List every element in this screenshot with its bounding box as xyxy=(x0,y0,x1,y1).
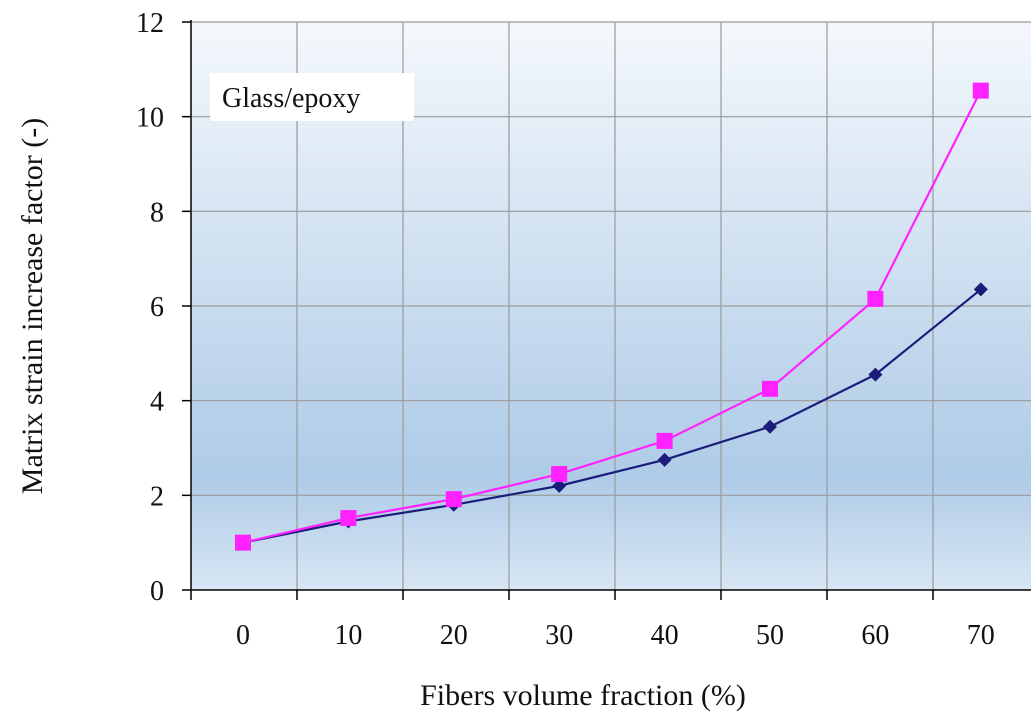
axes xyxy=(182,20,1031,600)
data-point-diamond xyxy=(973,282,988,297)
y-tick-label: 0 xyxy=(150,576,164,607)
data-point-diamond xyxy=(657,452,672,467)
annotation-label: Glass/epoxy xyxy=(222,83,360,114)
data-point-square xyxy=(445,491,462,508)
data-point-diamond xyxy=(763,419,777,434)
y-tick-label: 4 xyxy=(150,387,164,418)
x-tick-label: 60 xyxy=(861,620,889,651)
x-tick-label: 30 xyxy=(545,620,573,651)
annotation-background xyxy=(210,73,414,121)
series-line xyxy=(242,288,982,544)
x-tick-label: 0 xyxy=(236,620,250,651)
data-point-square xyxy=(656,432,673,449)
x-tick-label: 10 xyxy=(334,620,362,651)
x-tick-label: 70 xyxy=(967,620,995,651)
series-group xyxy=(235,82,989,551)
tick-labels: 0 2 4 6 8 10 12 0 10 20 30 40 50 60 70 xyxy=(136,8,995,651)
x-tick-label: 50 xyxy=(756,620,784,651)
x-tick-label: 20 xyxy=(440,620,468,651)
data-point-square xyxy=(762,380,778,397)
x-axis-title: Fibers volume fraction (%) xyxy=(420,679,746,712)
data-point-diamond xyxy=(552,478,567,493)
data-point-square xyxy=(235,534,251,551)
data-point-square xyxy=(340,510,357,527)
y-tick-label: 6 xyxy=(150,292,164,323)
data-point-diamond xyxy=(868,367,883,382)
data-point-square xyxy=(867,290,884,307)
y-tick-label: 8 xyxy=(150,197,164,228)
y-axis-title: Matrix strain increase factor (-) xyxy=(16,118,49,494)
series-line xyxy=(242,90,982,544)
y-tick-label: 10 xyxy=(136,103,164,134)
y-tick-label: 12 xyxy=(136,8,164,39)
annotation-box: Glass/epoxy xyxy=(210,73,414,121)
x-tick-label: 40 xyxy=(651,620,679,651)
data-point-square xyxy=(972,82,989,99)
data-point-square xyxy=(551,466,568,483)
y-tick-label: 2 xyxy=(150,481,164,512)
